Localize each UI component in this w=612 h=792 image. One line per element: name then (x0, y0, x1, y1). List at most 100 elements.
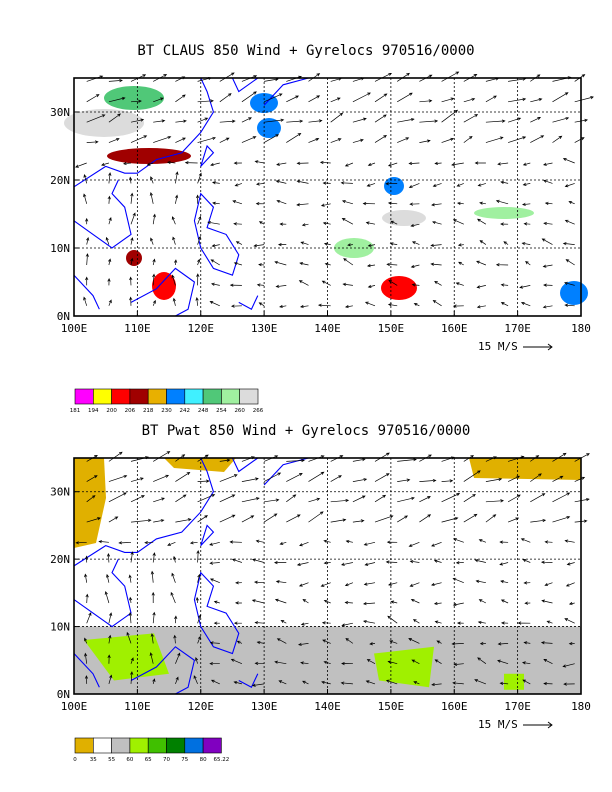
wind-vector (108, 96, 126, 103)
wind-vector (231, 304, 242, 308)
wind-vector (210, 679, 220, 685)
wind-vector (340, 681, 353, 685)
wind-vector (232, 200, 243, 205)
wind-vector (130, 257, 134, 266)
wind-vector (175, 494, 187, 503)
wind-vector (330, 475, 342, 482)
wind-vector (474, 679, 487, 685)
wind-vector (457, 201, 464, 205)
wind-vector (264, 498, 280, 503)
wind-vector (522, 661, 531, 665)
wind-vector (104, 591, 110, 604)
colorbar-label: 35 (90, 757, 97, 763)
wind-vector (152, 299, 156, 306)
wind-vector (367, 243, 376, 248)
x-tick-label: 170E (504, 322, 531, 335)
wind-vector (130, 212, 136, 225)
x-tick-label: 140E (314, 700, 341, 713)
colorbar-swatch (74, 388, 94, 405)
wind-vector (500, 599, 509, 604)
field-dry-region (164, 458, 236, 472)
wind-vector (251, 599, 265, 604)
wind-vector (463, 114, 479, 123)
wind-vector (263, 134, 279, 143)
field-moist-region (504, 673, 524, 690)
wind-vector (130, 518, 152, 523)
wind-vector (130, 118, 145, 123)
wind-vector (330, 97, 341, 103)
wind-vector (364, 562, 376, 566)
wind-vector (286, 132, 302, 143)
wind-vector (455, 282, 464, 286)
wind-vector (171, 572, 176, 583)
wind-vector (86, 94, 100, 103)
wind-vector (302, 680, 309, 685)
wind-vector (123, 161, 132, 166)
wind-vector (219, 514, 236, 523)
wind-vector (441, 109, 459, 123)
colorbar-swatch (129, 388, 149, 405)
wind-vector (363, 619, 376, 624)
wind-vector (108, 612, 113, 624)
wind-vector (412, 619, 420, 624)
wind-vector (175, 194, 179, 204)
wind-vector (83, 193, 88, 204)
wind-vector (209, 561, 220, 565)
wind-vector (175, 119, 187, 123)
field-cloud-region (560, 281, 588, 305)
wind-vector (296, 562, 309, 566)
wind-vector (411, 283, 420, 287)
wind-vector (85, 217, 89, 225)
wind-vector (363, 602, 376, 606)
wind-vector (367, 264, 376, 268)
wind-vector (433, 559, 442, 563)
wind-vector (521, 242, 531, 246)
wind-vector (367, 284, 376, 288)
wind-vector (543, 162, 553, 166)
wind-vector (197, 215, 202, 225)
wind-vector (108, 451, 123, 462)
x-tick-label: 120E (188, 700, 215, 713)
wind-vector-field (75, 71, 594, 309)
wind-vector (352, 138, 364, 143)
wind-vector (150, 633, 154, 644)
wind-vector (389, 242, 398, 246)
wind-vector (434, 620, 442, 624)
wind-vector (562, 242, 575, 246)
x-tick-label: 170E (504, 700, 531, 713)
wind-vector (319, 160, 331, 165)
wind-vector (298, 280, 309, 286)
wind-vector (552, 516, 571, 523)
wind-vector (129, 296, 133, 306)
wind-vector (479, 641, 486, 646)
wind-vector (525, 261, 531, 266)
wind-vector (212, 181, 220, 185)
wind-vector (207, 221, 220, 225)
coastline (200, 524, 215, 547)
wind-vector (321, 280, 331, 286)
wind-vector (397, 137, 410, 143)
y-tick-label: 20N (50, 553, 70, 566)
coastline (130, 267, 196, 317)
wind-vector (431, 541, 442, 547)
wind-vector (507, 475, 521, 482)
wind-vector (408, 541, 420, 547)
wind-vector (241, 497, 260, 503)
wind-vector (441, 71, 460, 82)
wind-vector (434, 659, 442, 664)
chart-title-bottom: BT Pwat 850 Wind + Gyrelocs 970516/0000 (141, 423, 471, 439)
wind-vector (263, 93, 283, 103)
wind-vector (153, 97, 164, 103)
wind-vector (441, 137, 455, 143)
x-tick-label: 110E (124, 322, 151, 335)
wind-vector (84, 637, 88, 644)
wind-vector (543, 179, 553, 184)
wind-vector (274, 598, 287, 604)
wind-vector (195, 297, 199, 306)
wind-vector (130, 237, 134, 245)
wind-vector (478, 539, 487, 543)
y-tick-label: 0N (57, 310, 70, 323)
wind-vector (233, 621, 242, 625)
plot-frame (73, 77, 582, 317)
wind-vector (374, 515, 394, 523)
